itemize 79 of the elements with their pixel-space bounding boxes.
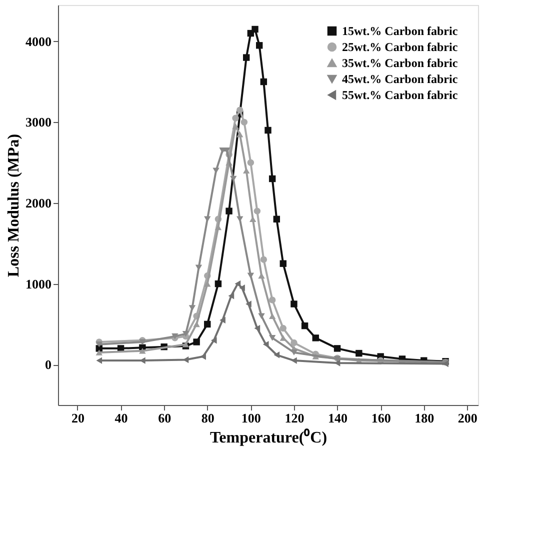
point — [247, 272, 254, 279]
point — [236, 216, 244, 222]
point — [268, 335, 276, 341]
point — [224, 148, 230, 154]
y-axis-title: Loss Modulus (MPa) — [6, 134, 22, 278]
x-axis-title: Temperature(⁰C) — [210, 428, 328, 446]
point — [204, 320, 211, 328]
point — [188, 305, 196, 311]
point — [139, 348, 146, 354]
point — [195, 264, 202, 271]
point — [96, 357, 102, 364]
x-tick-label: 60 — [158, 410, 172, 426]
point — [228, 292, 234, 300]
point — [290, 339, 298, 346]
point — [204, 280, 211, 287]
legend-label: 15wt.% Carbon fabric — [342, 24, 458, 38]
x-tick-label: 40 — [114, 410, 128, 426]
x-tick-label: 160 — [371, 410, 391, 426]
point — [193, 321, 200, 328]
point — [242, 54, 250, 61]
x-tick-label: 180 — [414, 410, 434, 426]
point — [214, 280, 222, 288]
y-tick-label: 4000 — [26, 34, 52, 49]
point — [252, 26, 258, 33]
point — [226, 208, 232, 214]
point — [268, 313, 276, 320]
x-tick-label: 20 — [71, 410, 84, 426]
point — [200, 353, 206, 360]
x-tick-label: 80 — [201, 410, 214, 426]
point — [240, 118, 248, 126]
point — [268, 296, 276, 304]
point — [239, 284, 245, 292]
point — [274, 352, 280, 358]
point — [210, 337, 217, 344]
y-tick-label: 3000 — [26, 114, 52, 130]
point — [258, 272, 265, 279]
point — [334, 345, 341, 352]
point — [247, 159, 254, 166]
point — [291, 357, 297, 364]
point — [264, 126, 272, 134]
point — [234, 280, 241, 288]
point — [230, 176, 237, 182]
point — [356, 350, 362, 357]
point — [256, 42, 263, 49]
point — [260, 256, 268, 263]
point — [220, 316, 226, 324]
point — [182, 330, 190, 337]
legend-label: 35wt.% Carbon fabric — [342, 56, 458, 70]
point — [260, 78, 268, 86]
x-tick-label: 120 — [284, 410, 304, 426]
point — [232, 123, 239, 130]
point — [280, 260, 287, 267]
point — [290, 300, 298, 308]
point — [268, 175, 276, 182]
point — [280, 324, 287, 332]
x-tick-label: 140 — [328, 410, 348, 426]
point — [232, 114, 239, 122]
point — [301, 322, 308, 330]
point — [258, 313, 265, 320]
point — [273, 216, 280, 222]
point — [262, 341, 269, 348]
point — [254, 208, 261, 214]
x-tick-label: 200 — [458, 410, 478, 426]
y-tick-label: 1000 — [26, 276, 52, 292]
point — [193, 338, 200, 346]
point — [236, 106, 244, 114]
y-tick-label: 2000 — [26, 195, 52, 210]
point — [246, 300, 252, 308]
legend-label: 55wt.% Carbon fabric — [342, 88, 458, 102]
legend-label: 45wt.% Carbon fabric — [342, 72, 458, 86]
point — [96, 350, 102, 356]
legend-label: 25wt.% Carbon fabric — [342, 40, 458, 54]
point — [312, 334, 319, 342]
point — [254, 324, 260, 332]
point — [290, 350, 298, 356]
point — [96, 341, 102, 348]
y-tick-label: 0 — [45, 357, 52, 372]
point — [236, 131, 244, 138]
x-tick-label: 100 — [241, 410, 261, 426]
